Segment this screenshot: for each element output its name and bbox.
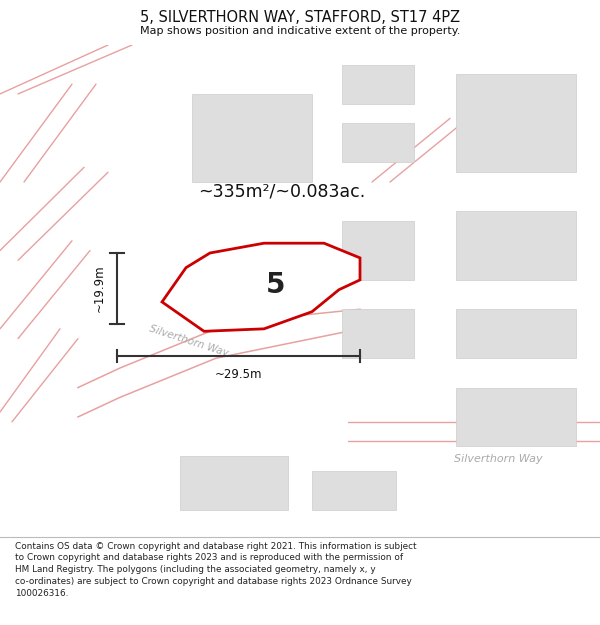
Text: Contains OS data © Crown copyright and database right 2021. This information is : Contains OS data © Crown copyright and d… [15,542,416,598]
Text: Map shows position and indicative extent of the property.: Map shows position and indicative extent… [140,26,460,36]
Bar [456,74,576,172]
Text: ~19.9m: ~19.9m [93,264,106,312]
Text: 5, SILVERTHORN WAY, STAFFORD, ST17 4PZ: 5, SILVERTHORN WAY, STAFFORD, ST17 4PZ [140,10,460,25]
Bar [456,388,576,446]
Bar [180,456,288,510]
Text: Silverthorn Way: Silverthorn Way [148,324,230,359]
Bar [342,123,414,162]
Bar [342,64,414,104]
Bar [342,221,414,280]
Polygon shape [162,243,360,331]
Bar [192,94,312,182]
Text: ~29.5m: ~29.5m [215,368,262,381]
Bar [456,211,576,280]
Text: 5: 5 [266,271,286,299]
Bar [456,309,576,358]
Bar [342,309,414,358]
Text: Silverthorn Way: Silverthorn Way [454,454,542,464]
Bar [312,471,396,510]
Text: ~335m²/~0.083ac.: ~335m²/~0.083ac. [199,182,365,201]
